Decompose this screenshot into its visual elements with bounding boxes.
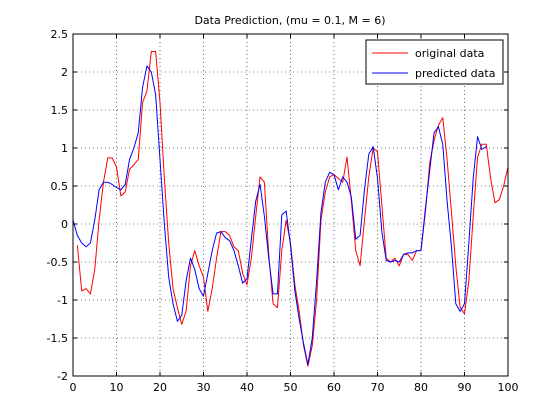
plot-area <box>73 34 508 376</box>
y-tick-label: 1.5 <box>51 104 69 117</box>
y-tick-label: 1 <box>61 142 68 155</box>
x-tick-label: 50 <box>284 381 298 394</box>
y-tick-label: 0 <box>61 218 68 231</box>
x-tick-label: 30 <box>197 381 211 394</box>
x-tick-label: 70 <box>371 381 385 394</box>
x-tick-label: 40 <box>240 381 254 394</box>
x-tick-label: 90 <box>458 381 472 394</box>
series-line-predicted-data <box>72 65 487 366</box>
y-tick-label: -2 <box>57 370 68 383</box>
legend: original data predicted data <box>365 39 504 85</box>
y-tick-label: 0.5 <box>51 180 69 193</box>
legend-label: predicted data <box>415 67 495 80</box>
x-tick-label: 20 <box>153 381 167 394</box>
y-tick-label: 2 <box>61 66 68 79</box>
x-tick-label: 60 <box>327 381 341 394</box>
y-tick-label: 2.5 <box>51 28 69 41</box>
x-tick-label: 100 <box>498 381 519 394</box>
x-tick-label: 80 <box>414 381 428 394</box>
legend-label: original data <box>415 47 484 60</box>
x-tick-label: 0 <box>70 381 77 394</box>
y-tick-label: -1.5 <box>47 332 68 345</box>
chart-title: Data Prediction, (mu = 0.1, M = 6) <box>194 14 385 27</box>
axis-ticks: 0 10 20 30 40 50 60 70 80 90 100 -2 -1.5 -1 -0.5 0 0.5 1 1… <box>47 28 519 394</box>
y-tick-label: -1 <box>57 294 68 307</box>
x-tick-label: 10 <box>110 381 124 394</box>
series-lines <box>72 50 509 367</box>
y-tick-label: -0.5 <box>47 256 68 269</box>
legend-box <box>365 39 504 85</box>
